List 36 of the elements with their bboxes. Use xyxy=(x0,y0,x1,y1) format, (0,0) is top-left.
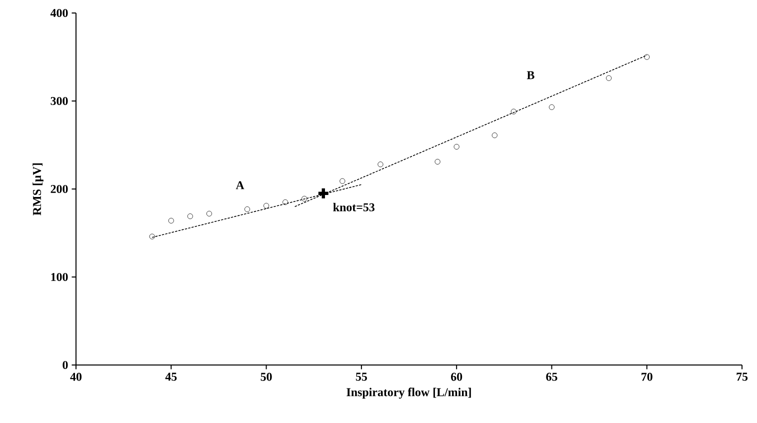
point xyxy=(206,210,212,216)
point xyxy=(244,206,250,212)
point xyxy=(264,202,270,209)
annotation: B xyxy=(526,71,534,80)
point xyxy=(149,234,155,240)
y-tick-label: 300 xyxy=(50,96,68,106)
x-tick-label: 55 xyxy=(356,372,367,381)
x-tick-label: 40 xyxy=(70,372,82,381)
point xyxy=(434,158,440,165)
point xyxy=(510,108,516,114)
point xyxy=(378,162,384,168)
point xyxy=(316,186,330,200)
point xyxy=(454,144,460,150)
point xyxy=(282,199,288,205)
x-tick-label: 50 xyxy=(260,372,272,381)
y-tick-label: 100 xyxy=(51,272,68,282)
point xyxy=(644,54,650,60)
point xyxy=(548,104,555,110)
x-tick-label: 75 xyxy=(736,372,748,381)
x-tick-label: 45 xyxy=(165,372,177,381)
point xyxy=(302,196,308,202)
annotation: knot=53 xyxy=(333,202,374,212)
x-tick-label: 65 xyxy=(546,372,558,381)
point xyxy=(340,178,346,184)
x-tick-label: 60 xyxy=(451,372,462,381)
y-tick-label: 400 xyxy=(50,8,68,18)
y-tick-label: 0 xyxy=(62,360,68,370)
point xyxy=(187,213,193,220)
annotation: A xyxy=(236,181,244,190)
x-axis-title: Inspiratory flow [L/min] xyxy=(346,388,471,399)
y-axis-title: RMS [µV] xyxy=(32,163,44,216)
x-tick-label: 70 xyxy=(642,372,652,381)
point xyxy=(168,218,174,224)
y-tick-label: 200 xyxy=(50,184,68,194)
point xyxy=(606,75,612,81)
point xyxy=(492,132,498,138)
